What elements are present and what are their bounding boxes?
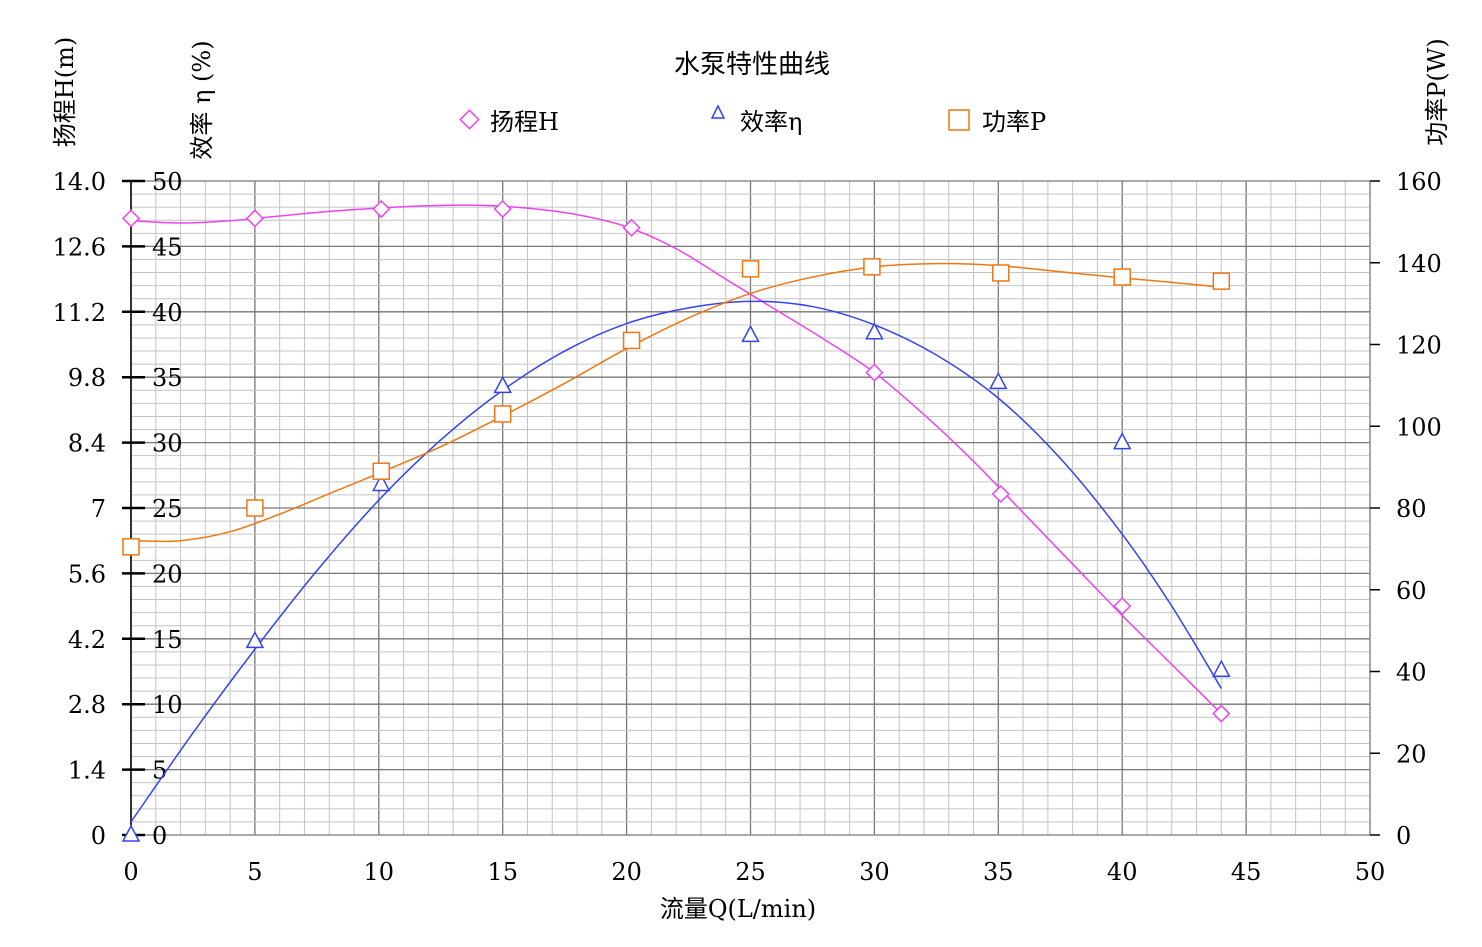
x-tick-label: 45	[1231, 858, 1262, 886]
power-point	[246, 499, 264, 517]
efficiency-point	[1112, 432, 1132, 450]
head-tick-label: 0	[91, 822, 106, 850]
head-point	[245, 209, 264, 228]
head-point	[865, 363, 884, 382]
power-tick-label: 140	[1396, 250, 1442, 278]
efficiency-tick-label: 25	[152, 495, 183, 523]
legend-label-efficiency: 效率η	[740, 108, 802, 136]
y-axis-title-efficiency: 效率 η (%)	[188, 40, 216, 159]
efficiency-tick-label: 45	[152, 233, 183, 261]
head-tick-label: 4.2	[68, 626, 106, 654]
power-point	[122, 538, 140, 556]
efficiency-tick-label: 15	[152, 626, 183, 654]
power-point	[1113, 268, 1131, 286]
legend-label-head: 扬程H	[490, 108, 559, 136]
legend-square-icon	[948, 109, 970, 131]
head-point	[372, 199, 391, 219]
efficiency-curve	[130, 300, 1222, 823]
x-tick-label: 5	[247, 858, 262, 886]
x-tick-label: 20	[611, 858, 642, 886]
head-point	[622, 218, 641, 237]
power-tick-label: 80	[1396, 495, 1427, 523]
power-point	[992, 264, 1010, 282]
efficiency-tick-label: 20	[152, 560, 183, 588]
head-point	[1212, 704, 1231, 723]
legend-triangle-icon	[710, 104, 726, 119]
power-point	[493, 405, 512, 423]
head-point	[493, 199, 512, 219]
x-tick-label: 50	[1355, 858, 1386, 886]
power-tick-label: 20	[1396, 740, 1427, 768]
x-tick-label: 15	[487, 858, 518, 886]
legend-item-power: 功率P	[948, 108, 1046, 136]
head-tick-label: 14.0	[53, 168, 106, 196]
efficiency-point	[1212, 659, 1231, 677]
head-tick-label: 2.8	[68, 691, 106, 719]
legend-item-efficiency: 效率η	[710, 104, 802, 136]
power-point	[863, 258, 881, 276]
x-tick-label: 30	[859, 858, 890, 886]
power-curve	[130, 262, 1222, 543]
efficiency-tick-label: 10	[152, 691, 183, 719]
efficiency-tick-label: 40	[152, 299, 183, 327]
efficiency-tick-label: 35	[152, 364, 183, 392]
efficiency-tick-label: 0	[152, 822, 167, 850]
x-tick-label: 25	[735, 858, 766, 886]
power-tick-label: 160	[1396, 168, 1442, 196]
head-curve	[130, 204, 1222, 715]
power-tick-label: 60	[1396, 577, 1427, 605]
x-tick-label: 10	[364, 858, 395, 886]
efficiency-point	[372, 473, 391, 492]
x-tick-label: 35	[983, 858, 1014, 886]
efficiency-tick-label: 5	[152, 757, 167, 785]
efficiency-point	[493, 375, 512, 394]
head-point	[991, 484, 1010, 504]
efficiency-tick-label: 50	[152, 168, 183, 196]
head-tick-label: 12.6	[53, 233, 106, 261]
head-tick-label: 9.8	[68, 364, 106, 392]
power-tick-label: 100	[1396, 413, 1442, 441]
power-tick-label: 120	[1396, 332, 1442, 360]
head-tick-label: 5.6	[68, 560, 106, 588]
efficiency-point	[865, 322, 884, 340]
power-tick-label: 40	[1396, 659, 1427, 687]
series-markers	[121, 199, 1231, 842]
chart-title: 水泵特性曲线	[674, 50, 830, 80]
power-point	[372, 462, 391, 480]
efficiency-tick-label: 30	[152, 430, 183, 458]
axis-ticks: 0 5 10 15 20 25 30 35 40 45 5001.42.84.25.678.49.8…	[53, 168, 1442, 886]
power-tick-label: 0	[1396, 822, 1411, 850]
y-axis-title-head: 扬程H(m)	[51, 37, 79, 147]
efficiency-point	[989, 371, 1008, 390]
legend-item-head: 扬程H	[459, 108, 559, 136]
efficiency-point	[121, 824, 141, 842]
y-axis-title-power: 功率P(W)	[1423, 38, 1451, 146]
legend: 扬程H 效率η 功率P	[459, 104, 1046, 136]
x-axis-title: 流量Q(L/min)	[660, 895, 816, 923]
head-tick-label: 8.4	[68, 430, 106, 458]
x-tick-label: 0	[123, 858, 138, 886]
head-point	[121, 209, 141, 228]
power-point	[1212, 272, 1231, 290]
legend-diamond-icon	[459, 109, 480, 130]
efficiency-point	[741, 324, 760, 343]
grid	[130, 180, 1371, 836]
legend-label-power: 功率P	[982, 108, 1046, 136]
head-tick-label: 11.2	[53, 299, 106, 327]
efficiency-point	[245, 630, 265, 649]
x-tick-label: 40	[1107, 858, 1138, 886]
power-point	[741, 260, 760, 278]
power-point	[622, 331, 641, 350]
head-point	[1113, 597, 1132, 616]
head-tick-label: 7	[91, 495, 106, 523]
head-tick-label: 1.4	[68, 757, 106, 785]
series-curves	[130, 204, 1222, 823]
